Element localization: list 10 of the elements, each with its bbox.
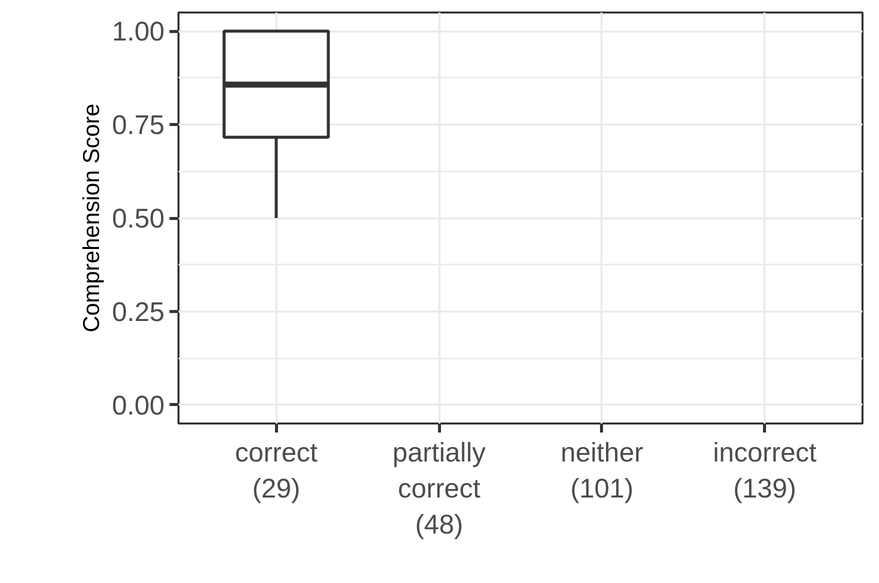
y-tick-label: 0.50 [112, 204, 165, 234]
y-tick-label: 0.25 [112, 296, 165, 327]
y-axis-title: Comprehension Score [78, 104, 104, 332]
y-tick-label: 0.00 [112, 390, 165, 420]
x-tick-label: correct (29) [234, 438, 318, 504]
x-tick-label: neither (101) [560, 438, 644, 504]
x-tick-label: partially correct (48) [392, 438, 486, 540]
y-tick-label: 0.75 [112, 110, 165, 140]
y-tick-label: 1.00 [112, 16, 165, 47]
x-tick-label: incorrect (139) [713, 438, 818, 504]
